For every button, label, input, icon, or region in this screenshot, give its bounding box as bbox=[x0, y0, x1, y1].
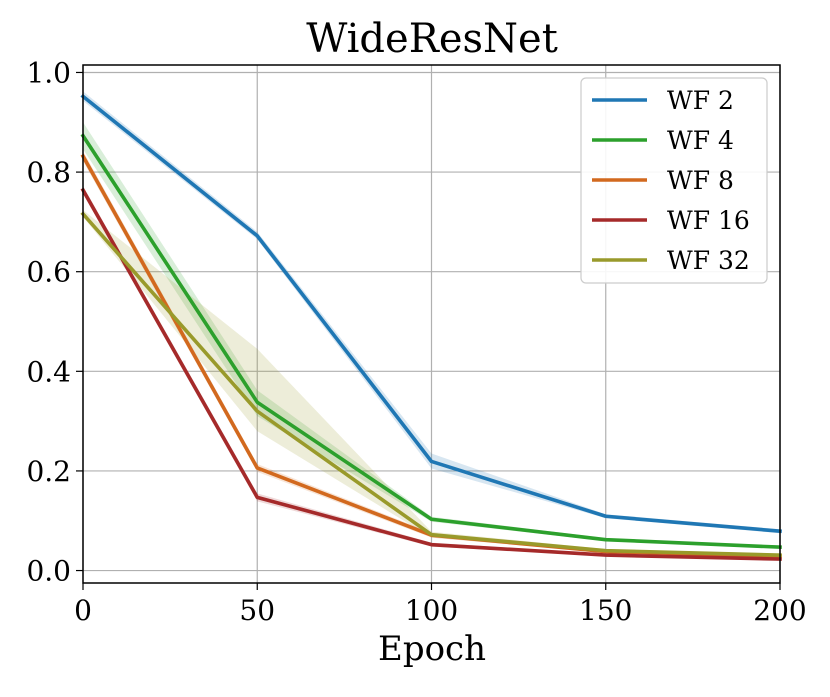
legend-entry-label: WF 2 bbox=[667, 86, 734, 115]
legend-entry-label: WF 32 bbox=[667, 246, 750, 275]
series-line bbox=[80, 133, 782, 550]
legend-entry-label: WF 16 bbox=[667, 206, 750, 235]
y-tick-label: 0.0 bbox=[26, 555, 71, 588]
series-line bbox=[80, 211, 782, 557]
x-tick-label: 0 bbox=[74, 594, 92, 627]
x-tick-label: 50 bbox=[239, 594, 275, 627]
series-line bbox=[80, 93, 782, 534]
x-tick-label: 200 bbox=[753, 594, 806, 627]
confidence-bands bbox=[83, 91, 780, 561]
legend-box bbox=[580, 77, 768, 284]
x-tick-label: 100 bbox=[405, 594, 458, 627]
axis-ticks: 0 50 100 150 200 0.0 0.2 0.4 0.6 0.8 1.0 bbox=[26, 56, 806, 627]
legend: WF 2 WF 4 WF 8 WF 16 WF 32 bbox=[580, 77, 768, 284]
y-tick-label: 0.2 bbox=[26, 455, 71, 488]
series-line bbox=[80, 187, 782, 561]
y-tick-label: 0.6 bbox=[26, 256, 71, 289]
legend-entry-label: WF 8 bbox=[667, 166, 734, 195]
series-lines bbox=[80, 93, 782, 561]
y-tick-label: 0.4 bbox=[26, 355, 71, 388]
chart-title: WideResNet bbox=[306, 16, 558, 62]
confidence-band bbox=[83, 209, 780, 557]
x-axis-label: Epoch bbox=[378, 629, 486, 669]
legend-entry-label: WF 4 bbox=[667, 126, 734, 155]
y-tick-label: 0.8 bbox=[26, 156, 71, 189]
y-tick-label: 1.0 bbox=[26, 56, 71, 89]
x-tick-label: 150 bbox=[579, 594, 632, 627]
